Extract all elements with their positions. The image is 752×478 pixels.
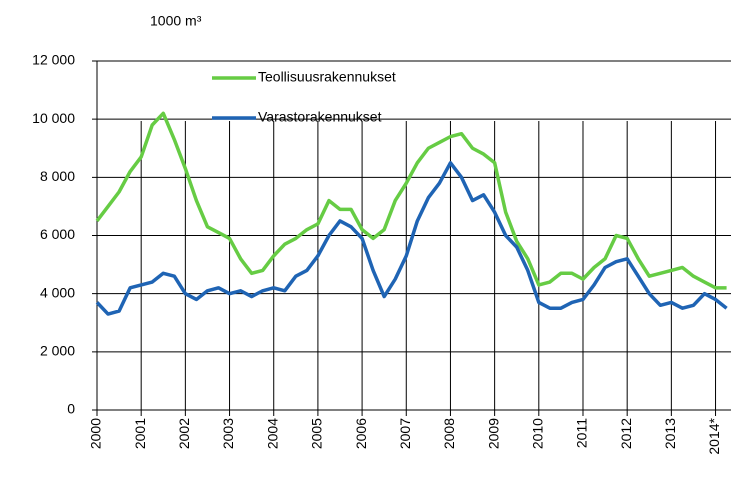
unit-label: 1000 m³	[150, 13, 202, 29]
y-tick-label: 10 000	[32, 110, 75, 126]
x-tick-label: 2002	[176, 418, 192, 449]
x-tick-label: 2014*	[706, 417, 722, 454]
y-tick-label: 4 000	[40, 284, 75, 300]
legend-label: Teollisuusrakennukset	[258, 69, 396, 85]
x-tick-label: 2005	[309, 418, 325, 449]
x-tick-label: 2008	[441, 418, 457, 449]
x-tick-label: 2009	[485, 418, 501, 449]
x-tick-label: 2010	[530, 418, 546, 449]
line-series	[95, 161, 728, 316]
y-tick-label: 0	[67, 401, 75, 417]
x-tick-label: 2000	[88, 418, 104, 449]
y-tick-label: 6 000	[40, 226, 75, 242]
line-series	[95, 111, 727, 290]
x-tick-label: 2003	[220, 418, 236, 449]
x-tick-label: 2007	[397, 418, 413, 449]
x-tick-label: 2011	[574, 418, 590, 448]
y-tick-label: 12 000	[32, 52, 75, 68]
x-tick-label: 2006	[353, 418, 369, 449]
y-tick-label: 2 000	[40, 343, 75, 359]
legend-label: Varastorakennukset	[258, 109, 382, 125]
x-tick-label: 2013	[662, 418, 678, 449]
y-tick-label: 8 000	[40, 168, 75, 184]
x-tick-label: 2004	[264, 418, 280, 449]
x-tick-label: 2001	[132, 418, 148, 449]
x-tick-label: 2012	[618, 418, 634, 449]
